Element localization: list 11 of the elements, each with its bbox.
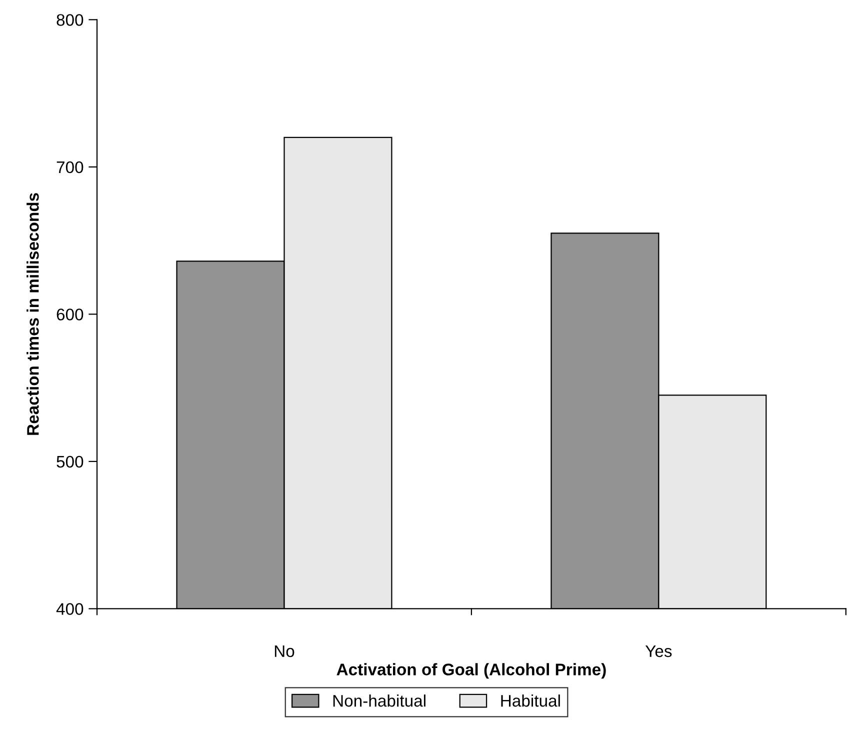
y-tick-label: 400 — [56, 603, 84, 615]
y-tick-label: 500 — [56, 456, 84, 468]
x-tick-label: No — [274, 645, 294, 658]
legend-label: Habitual — [501, 694, 560, 707]
x-axis-title: Activation of Goal (Alcohol Prime) — [336, 663, 606, 679]
x-tick-label: Yes — [645, 645, 672, 658]
y-tick-label: 700 — [56, 161, 84, 174]
y-tick-label: 600 — [56, 308, 84, 320]
y-axis-title: Reaction times in milliseconds — [26, 193, 39, 435]
legend-label: Non-habitual — [333, 694, 426, 707]
y-tick-label: 800 — [56, 14, 84, 26]
